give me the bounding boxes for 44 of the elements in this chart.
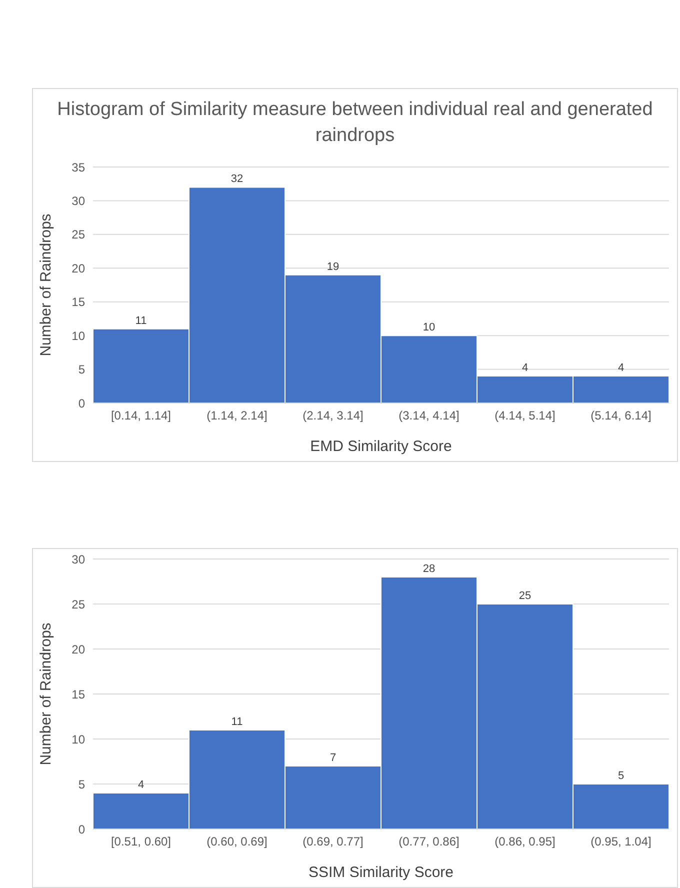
y-tick-label: 10: [72, 732, 86, 746]
data-label: 4: [522, 362, 528, 374]
x-tick-label: (2.14, 3.14]: [302, 408, 364, 423]
y-axis-title: Number of Raindrops: [37, 214, 54, 356]
x-tick-label: (4.14, 5.14]: [494, 408, 556, 423]
y-tick-label: 30: [72, 552, 86, 566]
data-label: 4: [138, 779, 144, 791]
y-tick-label: 20: [72, 261, 86, 276]
y-tick-label: 5: [78, 777, 86, 792]
data-label: 10: [422, 322, 436, 334]
data-label: 5: [618, 770, 624, 782]
data-label: 4: [618, 362, 624, 374]
y-tick-label: 0: [78, 396, 86, 410]
y-tick-label: 0: [78, 822, 86, 836]
y-tick-label: 15: [72, 295, 86, 310]
data-label: 25: [518, 590, 532, 602]
data-label: 32: [230, 173, 244, 186]
y-tick-label: 15: [72, 687, 86, 702]
x-tick-label: (0.60, 0.69]: [206, 834, 268, 849]
x-tick-label: (5.14, 6.14]: [590, 408, 652, 423]
y-tick-label: 25: [72, 228, 86, 242]
y-tick-label: 35: [72, 160, 86, 174]
x-tick-label: (0.86, 0.95]: [494, 834, 556, 849]
x-axis-title: SSIM Similarity Score: [308, 864, 454, 881]
data-label: 11: [231, 716, 243, 728]
y-tick-label: 30: [72, 194, 86, 208]
x-axis-title: EMD Similarity Score: [310, 438, 452, 455]
y-tick-label: 25: [72, 597, 86, 612]
y-tick-label: 5: [78, 362, 86, 377]
data-label: 19: [326, 260, 340, 273]
x-tick-label: [0.51, 0.60]: [110, 834, 172, 849]
chart-title: Histogram of Similarity measure between individual real and generated raindrops: [56, 98, 654, 148]
y-axis-title: Number of Raindrops: [37, 622, 54, 766]
x-tick-label: [0.14, 1.14]: [110, 408, 172, 423]
y-tick-label: 10: [72, 328, 86, 343]
data-label: 7: [330, 752, 336, 764]
data-label: 28: [422, 563, 436, 575]
x-tick-label: (0.77, 0.86]: [398, 834, 460, 849]
x-tick-label: (3.14, 4.14]: [398, 408, 460, 423]
y-tick-label: 20: [72, 642, 86, 656]
x-tick-label: (1.14, 2.14]: [206, 408, 268, 423]
x-tick-label: (0.69, 0.77]: [302, 834, 364, 849]
data-label: 11: [135, 314, 147, 327]
x-tick-label: (0.95, 1.04]: [590, 834, 652, 849]
